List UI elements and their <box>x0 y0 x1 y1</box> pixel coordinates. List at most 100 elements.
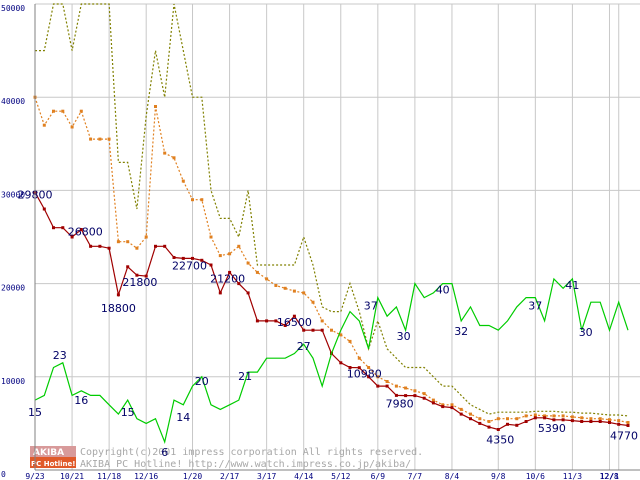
data-label: 21 <box>238 370 252 383</box>
data-label: 22700 <box>172 259 207 272</box>
data-point <box>283 286 287 290</box>
data-point <box>246 291 250 295</box>
data-point <box>506 422 509 426</box>
data-label: 37 <box>528 300 542 313</box>
data-point <box>496 428 500 431</box>
data-label: 26800 <box>68 226 103 239</box>
data-point <box>330 328 333 332</box>
data-point <box>478 421 482 425</box>
data-point <box>589 417 593 421</box>
x-tick-label: 11/18 <box>97 472 121 480</box>
data-point <box>469 412 472 416</box>
data-point <box>311 300 315 304</box>
data-point <box>255 319 259 323</box>
data-point <box>552 418 556 422</box>
data-point <box>533 413 537 417</box>
data-point <box>561 414 565 418</box>
data-point <box>367 366 371 369</box>
data-point <box>348 339 352 343</box>
data-point <box>598 417 602 421</box>
copyright-text: Copyright(c)2001 impress corporation All… <box>80 447 423 458</box>
data-point <box>413 394 417 398</box>
data-point <box>376 384 380 388</box>
data-point <box>70 125 74 129</box>
data-point <box>404 394 408 398</box>
data-point <box>126 265 130 269</box>
axes-layer: 0 10000 20000 30000 40000 50000 9/23 10/21 11/18… <box>1 4 640 480</box>
data-label: 4770 <box>610 430 638 443</box>
data-label: 32 <box>454 325 468 338</box>
data-point <box>89 137 93 141</box>
data-point <box>52 226 55 230</box>
data-point <box>589 420 593 423</box>
data-point <box>422 396 426 400</box>
data-point <box>52 109 55 113</box>
data-point <box>431 398 435 402</box>
data-label: 40 <box>436 284 450 297</box>
data-point <box>191 256 194 260</box>
data-point <box>135 246 139 250</box>
data-point <box>357 366 361 370</box>
data-point <box>617 419 621 423</box>
data-point <box>608 421 611 424</box>
data-point <box>339 333 343 337</box>
data-point <box>42 123 46 127</box>
data-point <box>385 384 389 388</box>
data-point <box>154 105 157 108</box>
data-point <box>570 415 574 419</box>
logo-top-text: AKIBA <box>33 448 64 458</box>
x-tick-label: 10/21 <box>60 472 84 480</box>
data-point <box>218 291 222 295</box>
data-point <box>580 416 584 420</box>
data-point <box>561 418 565 422</box>
data-point <box>552 414 556 418</box>
data-point <box>385 380 389 383</box>
data-point <box>237 282 241 286</box>
data-point <box>200 258 204 262</box>
y-tick-label: 50000 <box>1 4 25 13</box>
data-point <box>302 291 306 295</box>
data-label: 16500 <box>277 316 312 329</box>
data-label: 37 <box>364 300 378 313</box>
data-point <box>450 406 454 410</box>
data-point <box>237 244 241 248</box>
data-point <box>172 156 176 160</box>
data-point <box>543 416 547 420</box>
data-point <box>292 289 296 293</box>
data-point <box>79 228 83 231</box>
data-point <box>42 207 46 211</box>
data-label: 23 <box>53 349 67 362</box>
data-point <box>144 274 148 278</box>
x-tick-label: 8/4 <box>445 472 460 480</box>
data-label: 14 <box>176 411 190 424</box>
data-point <box>209 235 213 239</box>
data-point <box>570 419 574 423</box>
data-point <box>524 420 528 423</box>
data-point <box>172 256 176 259</box>
data-point <box>79 109 83 113</box>
data-point <box>265 277 269 281</box>
y-tick-label: 40000 <box>1 97 25 106</box>
data-label: 6 <box>161 446 168 459</box>
y-tick-label: 0 <box>1 470 6 479</box>
data-point <box>357 356 361 360</box>
data-point <box>459 412 463 416</box>
data-point <box>98 244 102 248</box>
data-point <box>191 198 194 202</box>
data-point <box>450 403 454 407</box>
data-label: 18800 <box>101 302 136 315</box>
data-point <box>265 319 269 323</box>
x-tick-label: 11/3 <box>563 472 582 480</box>
data-point <box>302 328 306 332</box>
series-line-shop-count <box>34 277 629 445</box>
data-point <box>441 405 445 409</box>
data-point <box>181 256 185 260</box>
data-point <box>441 403 445 407</box>
y-tick-label: 10000 <box>1 377 25 386</box>
data-point <box>580 420 584 423</box>
data-label: 16 <box>74 394 88 407</box>
data-point <box>89 244 93 248</box>
data-point <box>274 284 278 287</box>
data-point <box>144 235 148 239</box>
